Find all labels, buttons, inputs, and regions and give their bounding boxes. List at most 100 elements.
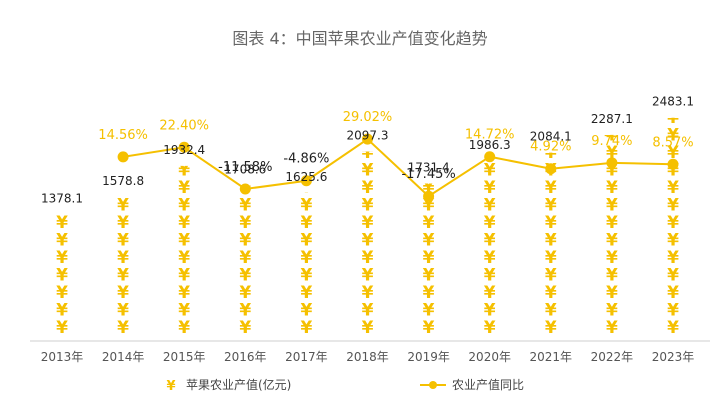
yen-icon: ¥ (423, 301, 435, 321)
bar-2020年: ¥¥¥¥¥¥¥¥¥¥ (484, 161, 496, 338)
yen-icon: ¥ (117, 301, 129, 321)
yen-icon: ¥ (117, 318, 129, 338)
yen-icon: ¥ (178, 301, 190, 321)
yen-icon: ¥ (117, 231, 129, 251)
yen-icon: ¥ (300, 213, 312, 233)
x-tick-label: 2013年 (41, 350, 84, 364)
yen-icon: ¥ (300, 318, 312, 338)
yen-icon: ¥ (178, 266, 190, 286)
yen-icon: ¥ (484, 231, 496, 251)
yen-icon-partial: ¥ (545, 143, 557, 163)
yen-icon: ¥ (56, 266, 68, 286)
yen-icon: ¥ (117, 248, 129, 268)
yen-icon: ¥ (423, 283, 435, 303)
growth-point (362, 133, 373, 145)
yen-icon: ¥ (667, 143, 679, 163)
yen-icon: ¥ (667, 248, 679, 268)
yen-icon: ¥ (667, 301, 679, 321)
bar-2014年: ¥¥¥¥¥¥¥¥ (117, 196, 129, 338)
yen-icon: ¥ (667, 283, 679, 303)
labels-layer: 1378.1 1578.8 1932.4 1708.6 1625.6 2097.3 1731… (41, 95, 694, 206)
yen-icon: ¥ (178, 318, 190, 338)
bar-2013年: ¥¥¥¥¥¥¥ (56, 214, 68, 338)
bar-value-label: 1708.6 (224, 162, 266, 176)
yen-icon: ¥ (117, 283, 129, 303)
yen-icon: ¥ (239, 231, 251, 251)
yen-icon-partial: ¥ (484, 161, 496, 181)
yen-icon: ¥ (423, 318, 435, 338)
yen-icon: ¥ (606, 283, 618, 303)
bars-layer: ¥¥¥¥¥¥¥¥¥¥¥¥¥¥¥¥¥¥¥¥¥¥¥¥¥¥¥¥¥¥¥¥¥¥¥¥¥¥¥¥… (56, 118, 679, 338)
yen-icon: ¥ (56, 231, 68, 251)
yen-icon: ¥ (545, 283, 557, 303)
yen-icon-partial: ¥ (178, 161, 190, 181)
x-tick-label: 2020年 (468, 350, 511, 364)
yen-icon: ¥ (178, 178, 190, 198)
x-tick-label: 2019年 (407, 350, 450, 364)
yen-icon: ¥ (362, 231, 374, 251)
yen-icon-partial: ¥ (362, 143, 374, 163)
yen-icon: ¥ (362, 213, 374, 233)
bar-value-label: 2287.1 (591, 112, 633, 126)
yen-icon: ¥ (606, 196, 618, 216)
bar-2022年: ¥¥¥¥¥¥¥¥¥¥¥¥ (606, 126, 618, 338)
yen-icon: ¥ (362, 318, 374, 338)
legend-line-label: 农业产值同比 (452, 377, 524, 392)
growth-label: 8.57% (652, 135, 693, 150)
yen-icon: ¥ (362, 196, 374, 216)
x-tick-label: 2022年 (591, 350, 634, 364)
yen-icon: ¥ (423, 231, 435, 251)
legend: ¥ 苹果农业产值(亿元) 农业产值同比 (166, 377, 524, 394)
yen-icon: ¥ (606, 266, 618, 286)
yen-icon: ¥ (300, 196, 312, 216)
yen-icon: ¥ (239, 318, 251, 338)
bar-value-label: 1625.6 (285, 170, 327, 184)
yen-icon: ¥ (239, 248, 251, 268)
growth-point (117, 151, 129, 163)
yen-icon: ¥ (667, 231, 679, 251)
yen-icon: ¥ (56, 318, 68, 338)
yen-icon: ¥ (239, 266, 251, 286)
yen-icon: ¥ (484, 213, 496, 233)
legend-bar-label: 苹果农业产值(亿元) (186, 377, 291, 392)
x-tick-label: 2015年 (163, 350, 206, 364)
growth-label: 29.02% (343, 110, 393, 125)
growth-point (667, 158, 679, 170)
bar-value-label: 2483.1 (652, 95, 694, 109)
yen-icon: ¥ (545, 178, 557, 198)
yen-icon: ¥ (667, 178, 679, 198)
yen-icon: ¥ (423, 248, 435, 268)
bar-2017年: ¥¥¥¥¥¥¥¥¥ (300, 193, 312, 338)
growth-line (122, 137, 674, 198)
yen-icon: ¥ (606, 178, 618, 198)
yen-icon: ¥ (300, 266, 312, 286)
growth-label: 9.74% (591, 134, 632, 149)
yen-icon: ¥ (606, 318, 618, 338)
growth-label: 22.40% (159, 118, 209, 133)
growth-label: 14.72% (465, 128, 515, 143)
yen-icon: ¥ (362, 301, 374, 321)
yen-icon: ¥ (117, 213, 129, 233)
yen-icon: ¥ (606, 213, 618, 233)
yen-icon: ¥ (545, 248, 557, 268)
bar-value-label: 2084.1 (530, 130, 572, 144)
bar-2015年: ¥¥¥¥¥¥¥¥¥¥ (178, 161, 190, 338)
growth-point (178, 141, 190, 153)
yen-icon: ¥ (239, 301, 251, 321)
bar-2016年: ¥¥¥¥¥¥¥¥¥ (239, 185, 251, 338)
bar-value-label: 1378.1 (41, 191, 83, 205)
line-layer: 14.56% 22.40% -11.58% -4.86% 29.02% -17.45% 14… (98, 110, 694, 202)
yen-icon: ¥ (362, 266, 374, 286)
yen-icon: ¥ (484, 283, 496, 303)
yen-icon: ¥ (178, 248, 190, 268)
yen-icon: ¥ (239, 196, 251, 216)
yen-icon-partial: ¥ (117, 196, 129, 216)
yen-icon: ¥ (545, 266, 557, 286)
yen-icon: ¥ (300, 231, 312, 251)
yen-icon: ¥ (667, 318, 679, 338)
x-tick-label: 2021年 (530, 350, 573, 364)
yen-icon: ¥ (667, 213, 679, 233)
yen-icon-partial: ¥ (606, 126, 618, 146)
yen-icon: ¥ (545, 213, 557, 233)
